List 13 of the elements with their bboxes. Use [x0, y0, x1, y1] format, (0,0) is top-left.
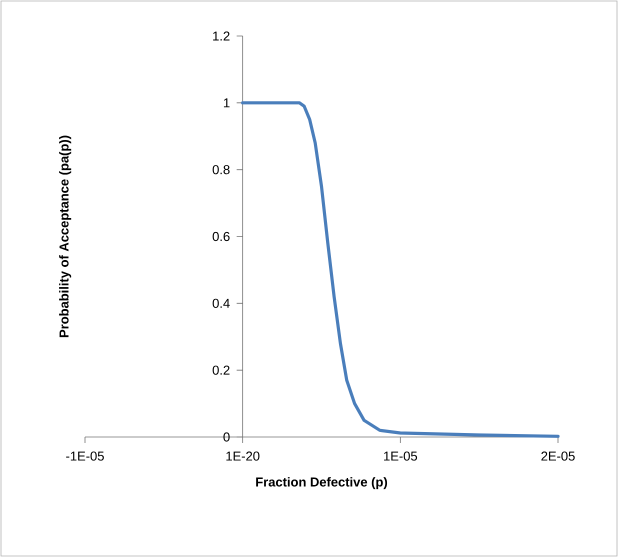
- y-tick-label: 0.4: [212, 298, 230, 308]
- x-tick-label: 1E-20: [226, 452, 260, 461]
- x-tick-label: -1E-05: [66, 452, 104, 461]
- y-tick-label: 1: [224, 98, 230, 108]
- y-tick-label: 0.8: [212, 165, 230, 174]
- x-tick-label: 1E-05: [384, 452, 418, 461]
- y-axis-title: Probability of Acceptance (pa(p)): [59, 136, 72, 338]
- x-axis-title: Fraction Defective (p): [256, 477, 388, 490]
- x-tick-label: 2E-05: [541, 452, 575, 461]
- y-tick-label: 1.2: [213, 31, 230, 41]
- y-tick-label: 0: [223, 432, 230, 442]
- y-tick-label: 0.6: [212, 232, 230, 242]
- y-tick-label: 0.2: [212, 366, 230, 375]
